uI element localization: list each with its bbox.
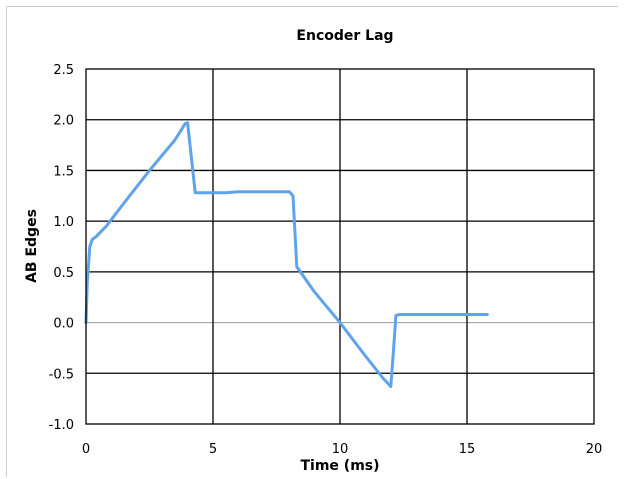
x-tick-label: 15 (459, 442, 476, 457)
grid-lines (86, 69, 594, 424)
x-tick-label: 20 (586, 442, 603, 457)
x-tick-label: 10 (332, 442, 349, 457)
chart-title: Encoder Lag (296, 28, 393, 44)
y-tick-label: 1.0 (53, 215, 74, 230)
x-axis-label: Time (ms) (300, 458, 379, 474)
y-tick-label: 0.5 (53, 266, 74, 281)
y-tick-label: 1.5 (53, 164, 74, 179)
y-tick-label: -0.5 (49, 367, 74, 382)
x-tick-label: 5 (209, 442, 217, 457)
series-layer (84, 121, 489, 388)
x-tick-labels: 0 5 10 15 20 (82, 442, 602, 457)
y-tick-label: 2.0 (53, 114, 74, 129)
chart-frame (6, 6, 618, 477)
x-tick-label: 0 (82, 442, 90, 457)
plot-area-border (85, 68, 595, 425)
y-tick-label: -1.0 (49, 418, 74, 433)
series-line (84, 121, 489, 388)
y-tick-labels: 2.5 2.0 1.5 1.0 0.5 0.0 -0.5 -1.0 (49, 63, 74, 433)
y-tick-label: 0.0 (53, 317, 74, 332)
y-tick-label: 2.5 (53, 63, 74, 78)
y-axis-label: AB Edges (24, 209, 40, 283)
